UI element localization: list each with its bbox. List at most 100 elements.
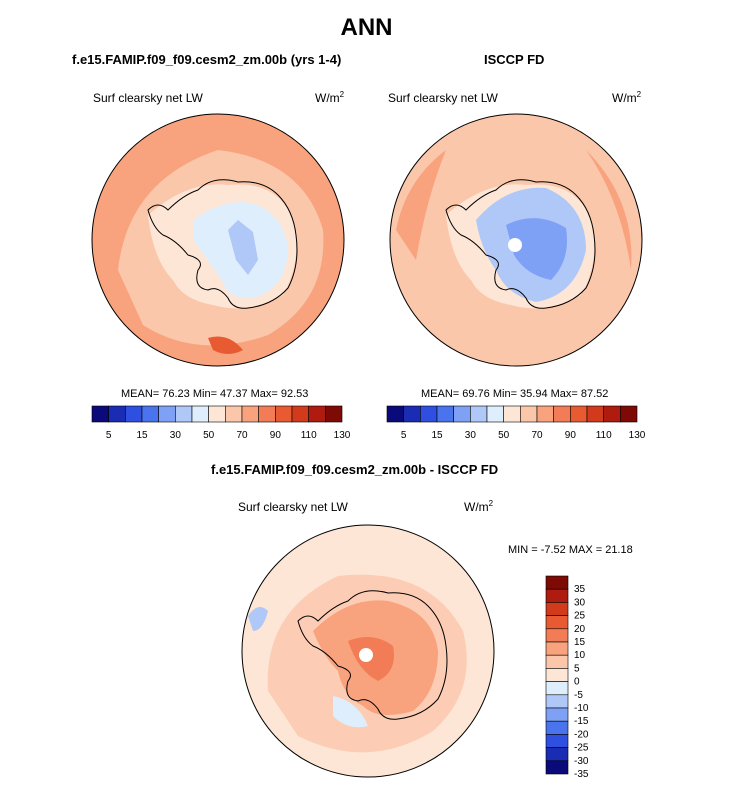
diff-colorbar-tick-label: -20 [574,729,589,740]
diff-colorbar-box-11 [545,720,569,735]
obs-colorbar-tick-label: 30 [465,430,477,441]
diff-colorbar-tick-label: 35 [574,584,586,595]
obs-colorbar: 5 15 30 50 70 90 110 130 [386,405,645,441]
model-map-coastline [147,179,298,309]
obs-colorbar-box-13 [603,405,621,423]
obs-units-label: W/m2 [612,90,641,105]
obs-map-contour-coldest [506,218,567,280]
obs-colorbar-box-14 [620,405,638,423]
obs-colorbar-tick-label: 70 [531,430,543,441]
model-colorbar-tick-label: 30 [170,430,182,441]
obs-colorbar-box-2 [420,405,438,423]
obs-colorbar-box-3 [436,405,454,423]
obs-panel-title: ISCCP FD [484,52,545,67]
diff-map-pole-mask [359,648,373,662]
diff-colorbar-tick-label: 20 [574,624,586,635]
model-colorbar-box-10 [258,405,276,423]
model-units-base: W/m [315,91,340,105]
obs-colorbar-box-9 [536,405,554,423]
diff-map-contour-cold2 [333,696,368,728]
model-polar-map [91,113,345,367]
obs-polar-map [389,113,643,367]
obs-colorbar-tick-label: 90 [565,430,577,441]
diff-units-base: W/m [464,500,489,514]
obs-colorbar-tick-label: 50 [498,430,510,441]
diff-map-coastline [297,590,448,720]
diff-colorbar-box-1 [545,588,569,603]
diff-map-border [241,524,495,778]
obs-map-contour-warm [396,150,446,260]
diff-units-label: W/m2 [464,499,493,514]
obs-map-border [389,113,643,367]
obs-map-coastline [445,179,596,309]
obs-colorbar-box-8 [520,405,538,423]
model-colorbar-box-2 [125,405,143,423]
diff-colorbar-box-6 [545,654,569,669]
obs-colorbar-box-12 [586,405,604,423]
diff-panel-title: f.e15.FAMIP.f09_f09.cesm2_zm.00b - ISCCP… [211,462,499,477]
diff-colorbar-tick-label: 5 [574,663,580,674]
diff-colorbar-tick-label: 30 [574,597,586,608]
model-colorbar-box-9 [241,405,259,423]
obs-colorbar-box-10 [553,405,571,423]
figure-title: ANN [340,14,393,41]
obs-map-pole-mask [508,238,522,252]
diff-colorbar-box-9 [545,694,569,709]
diff-colorbar-tick-label: -30 [574,756,589,767]
diff-colorbar-box-14 [545,760,569,775]
diff-stats: MIN = -7.52 MAX = 21.18 [508,544,633,556]
diff-colorbar-tick-label: -5 [574,690,583,701]
model-colorbar-tick-label: 15 [136,430,148,441]
diff-colorbar-tick-label: -25 [574,743,589,754]
model-stats: MEAN= 76.23 Min= 47.37 Max= 92.53 [121,388,309,400]
diff-colorbar-box-12 [545,734,569,748]
diff-variable-label: Surf clearsky net LW [238,500,348,514]
model-map-contour-hotspot [208,336,243,354]
diff-colorbar-box-8 [545,681,569,696]
diff-colorbar-box-4 [545,628,569,643]
diff-units-exp: 2 [488,499,494,508]
obs-map-contour-warm2 [586,150,632,270]
model-colorbar-box-6 [191,405,209,423]
obs-colorbar-box-0 [386,405,404,423]
obs-stats: MEAN= 69.76 Min= 35.94 Max= 87.52 [421,388,609,400]
model-colorbar-box-11 [275,405,293,423]
model-colorbar-tick-label: 90 [270,430,282,441]
diff-colorbar-box-2 [545,602,569,616]
model-variable-label: Surf clearsky net LW [93,91,203,105]
model-colorbar-box-12 [291,405,309,423]
obs-colorbar-box-5 [470,405,488,423]
diff-colorbar-tick-label: 15 [574,637,586,648]
model-colorbar-box-1 [108,405,126,423]
diff-colorbar-box-5 [545,641,569,656]
obs-units-base: W/m [612,91,637,105]
diff-colorbar-tick-label: 10 [574,650,586,661]
model-units-exp: 2 [339,90,345,99]
obs-colorbar-box-7 [503,405,521,423]
obs-colorbar-tick-label: 130 [629,430,645,441]
model-colorbar-tick-label: 110 [301,430,317,441]
diff-colorbar-box-0 [545,575,569,590]
obs-colorbar-tick-label: 15 [431,430,443,441]
diff-colorbar-tick-label: 25 [574,611,586,622]
diff-colorbar: 35 30 25 20 15 10 5 0 -5 -10 -15 -20 -25 -30 -35 [545,575,589,780]
diff-colorbar-box-3 [545,615,569,630]
model-colorbar-box-5 [175,405,193,423]
model-colorbar-tick-label: 5 [106,430,112,441]
model-panel-title: f.e15.FAMIP.f09_f09.cesm2_zm.00b (yrs 1-… [72,52,342,67]
model-colorbar-box-7 [208,405,226,423]
model-colorbar-box-0 [91,405,109,423]
diff-colorbar-tick-label: 0 [574,677,580,688]
obs-colorbar-tick-label: 110 [596,430,612,441]
obs-colorbar-box-11 [570,405,588,423]
obs-colorbar-tick-label: 5 [401,430,407,441]
model-colorbar-tick-label: 130 [334,430,350,441]
obs-variable-label: Surf clearsky net LW [388,91,498,105]
model-colorbar-tick-label: 70 [236,430,248,441]
obs-colorbar-box-4 [453,405,471,423]
diff-map-contour-cold [248,607,268,631]
diff-colorbar-box-13 [545,747,569,762]
diff-colorbar-tick-label: -10 [574,703,589,714]
model-colorbar-box-8 [225,405,243,423]
model-colorbar-box-3 [141,405,159,423]
